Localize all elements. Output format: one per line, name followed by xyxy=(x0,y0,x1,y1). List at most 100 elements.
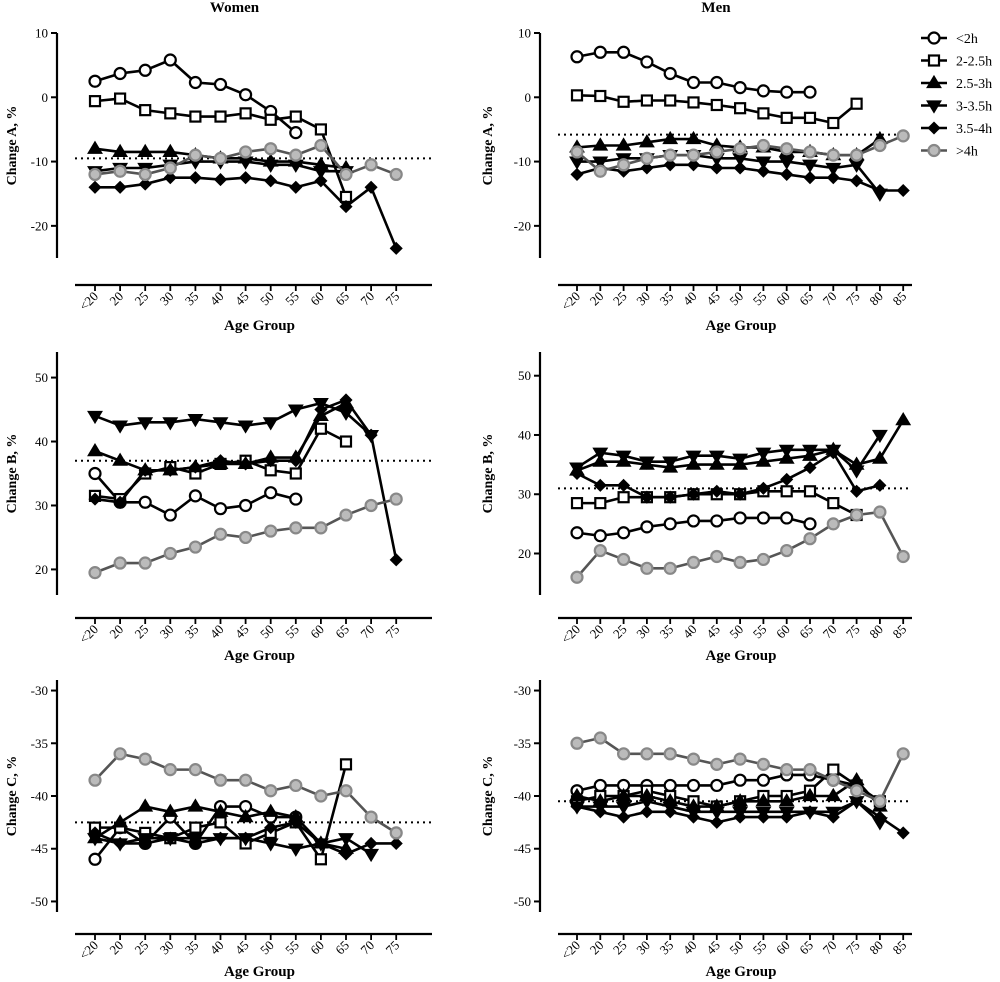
data-point xyxy=(112,143,129,158)
data-point xyxy=(849,508,864,522)
y-tick-label: -30 xyxy=(514,683,531,698)
x-tick-label: 40 xyxy=(207,622,227,642)
data-point xyxy=(364,498,378,513)
x-tick-label: 85 xyxy=(890,289,910,309)
x-tick-label: 30 xyxy=(157,622,177,642)
data-point xyxy=(686,555,701,570)
data-point xyxy=(640,561,654,575)
x-axis-label: Age Group xyxy=(224,648,295,664)
data-point xyxy=(239,530,253,545)
x-tick-label: 75 xyxy=(383,289,403,309)
data-point xyxy=(339,847,353,861)
x-tick-label: 70 xyxy=(820,289,840,309)
data-point xyxy=(138,752,152,766)
data-point xyxy=(663,561,677,575)
x-tick-label: 20 xyxy=(587,289,607,309)
data-point xyxy=(757,107,770,120)
x-tick-label: 75 xyxy=(383,622,403,642)
x-tick-label: 25 xyxy=(132,622,152,642)
data-point xyxy=(663,490,677,504)
y-tick-label: -20 xyxy=(514,218,531,233)
series->4h xyxy=(88,138,403,182)
data-point xyxy=(237,156,254,170)
x-tick-label: <20 xyxy=(76,289,101,314)
data-point xyxy=(189,821,202,834)
data-point xyxy=(163,831,177,845)
data-point xyxy=(88,566,102,580)
x-tick-label: 20 xyxy=(587,938,607,958)
data-point xyxy=(756,757,771,771)
data-point xyxy=(113,164,127,178)
data-point xyxy=(237,808,254,823)
data-point xyxy=(733,81,747,95)
y-axis-label: Change C, % xyxy=(481,756,496,837)
chart-panel-women-change-a: Women 10 0 -10 -20 <20 20 25 30 35 40 45 50 55 60 65 70 7… xyxy=(5,0,432,334)
data-point xyxy=(213,151,228,165)
data-point xyxy=(686,810,701,824)
data-point xyxy=(640,161,654,175)
data-point xyxy=(593,805,607,819)
data-point xyxy=(88,852,102,866)
data-point xyxy=(163,546,177,561)
data-point xyxy=(780,485,793,498)
data-point xyxy=(803,485,817,498)
series->4h xyxy=(88,492,403,580)
x-axis-label: Age Group xyxy=(706,648,777,664)
x-tick-label: 25 xyxy=(610,289,630,309)
data-point xyxy=(778,156,795,170)
data-point xyxy=(616,526,631,540)
x-tick-label: 70 xyxy=(820,938,840,958)
data-point xyxy=(389,167,403,182)
x-tick-label: 60 xyxy=(307,938,327,958)
x-axis-label: Age Group xyxy=(706,964,777,980)
data-point xyxy=(871,429,888,444)
series-3.5-4h xyxy=(88,815,403,861)
data-point xyxy=(314,138,328,153)
y-tick-label: 20 xyxy=(518,546,531,561)
data-point xyxy=(593,778,607,793)
legend-label: 2-2.5h xyxy=(956,55,992,70)
x-tick-label: 70 xyxy=(357,622,377,642)
data-point xyxy=(339,784,353,798)
data-point xyxy=(570,497,584,510)
data-point xyxy=(163,508,177,522)
series-<2h xyxy=(570,511,817,543)
data-point xyxy=(826,446,840,460)
data-point xyxy=(733,555,747,570)
data-point xyxy=(239,107,252,120)
data-point xyxy=(570,570,584,584)
data-point xyxy=(592,447,609,461)
series-3-3.5h xyxy=(569,429,888,479)
series-2-2.5h xyxy=(570,89,863,130)
data-point xyxy=(113,495,127,509)
data-point xyxy=(364,810,378,824)
data-point xyxy=(137,143,154,158)
data-point xyxy=(663,158,677,172)
data-point xyxy=(756,511,771,525)
data-point xyxy=(314,789,328,803)
data-point xyxy=(339,200,353,214)
x-tick-label: 85 xyxy=(890,938,910,958)
series->4h xyxy=(88,747,403,840)
data-point xyxy=(113,92,127,105)
legend-label: 2.5-3h xyxy=(956,77,992,92)
data-point xyxy=(364,158,378,172)
x-tick-label: <20 xyxy=(558,938,583,963)
data-point xyxy=(803,805,817,819)
data-point xyxy=(162,143,179,158)
data-point xyxy=(640,151,654,165)
x-axis-label: Age Group xyxy=(224,964,295,980)
y-tick-label: -45 xyxy=(514,841,531,856)
data-point xyxy=(803,171,817,185)
data-point xyxy=(570,167,584,181)
data-point xyxy=(112,420,129,434)
data-point xyxy=(733,102,747,115)
data-point xyxy=(896,747,910,761)
data-point xyxy=(803,85,817,99)
chart-panel-women-change-c: -30 -35 -40 -45 -50 <20 20 25 30 35 40 45 50 55 60 65 70… xyxy=(5,680,432,980)
data-point xyxy=(389,241,403,255)
data-point xyxy=(338,833,354,847)
panel-title: Men xyxy=(701,0,731,16)
